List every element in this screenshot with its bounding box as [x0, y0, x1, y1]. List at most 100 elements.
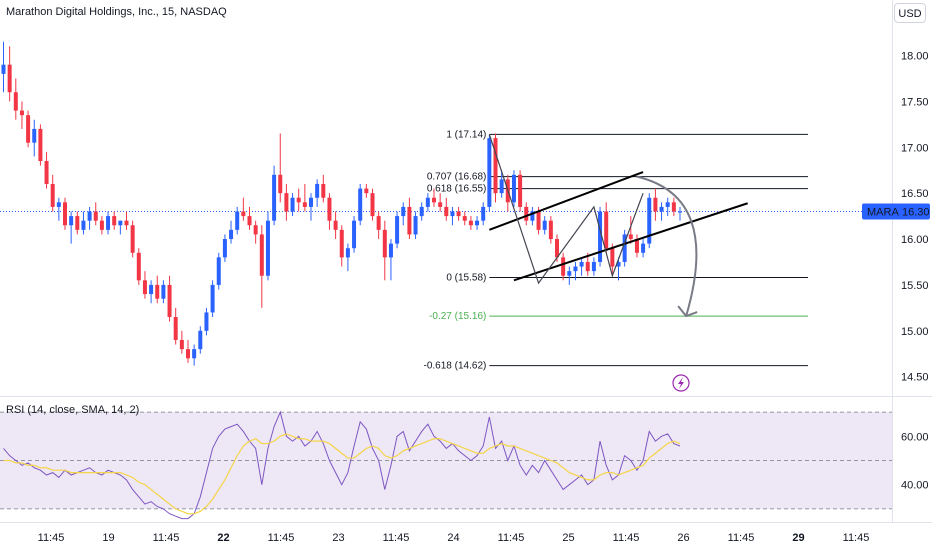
- candle-body: [130, 225, 135, 253]
- candle-body: [26, 115, 31, 143]
- candle-body: [173, 317, 178, 340]
- candle: [419, 202, 424, 221]
- candle-body: [204, 312, 209, 331]
- candle-body: [50, 183, 55, 207]
- candle: [106, 211, 111, 235]
- candle-body: [284, 193, 289, 212]
- price-tick-label: 17.50: [901, 96, 929, 108]
- candle-body: [647, 197, 652, 244]
- candle-body: [247, 216, 252, 226]
- symbol-title[interactable]: Marathon Digital Holdings, Inc., 15, NAS…: [6, 6, 227, 18]
- candle: [222, 234, 227, 262]
- candle: [26, 110, 31, 148]
- current-symbol-label: MARA: [867, 207, 899, 219]
- price-tick-label: 14.50: [901, 372, 929, 384]
- candle-body: [302, 202, 307, 207]
- candle-body: [511, 174, 516, 203]
- candle: [247, 206, 252, 230]
- candle-body: [118, 220, 123, 226]
- candle: [69, 211, 74, 244]
- time-tick-label: 29: [792, 532, 804, 544]
- fibonacci-retracement[interactable]: 1 (17.14) 0.707 (16.68)0.618 (16.55) 0 (15…: [424, 129, 808, 372]
- candle-body: [93, 211, 98, 221]
- time-tick-label: 23: [332, 532, 344, 544]
- lightning-icon[interactable]: [672, 374, 690, 392]
- currency-button[interactable]: USD: [894, 3, 926, 23]
- candle: [444, 197, 449, 221]
- candle: [641, 239, 646, 258]
- candle-body: [142, 280, 147, 295]
- candle-body: [548, 220, 553, 240]
- candle: [567, 266, 572, 285]
- candle: [192, 344, 197, 366]
- price-tick-label: 16.50: [901, 188, 929, 200]
- candle-body: [382, 229, 387, 258]
- candle-body: [167, 284, 172, 318]
- candle: [573, 261, 578, 281]
- candle: [81, 211, 86, 235]
- candlestick-series: [1, 41, 682, 366]
- candle-body: [265, 220, 270, 276]
- time-tick-label: 19: [102, 532, 114, 544]
- candle-body: [19, 110, 24, 116]
- candle-body: [161, 284, 166, 299]
- candle: [450, 206, 455, 226]
- candle: [124, 211, 129, 230]
- candle-body: [481, 206, 486, 221]
- candle-body: [112, 216, 117, 226]
- candle-body: [493, 138, 498, 194]
- price-axis[interactable]: 18.00 17.50 17.00 16.50 16.00 15.50 15.00 14.50…: [862, 51, 930, 384]
- candle: [653, 188, 658, 221]
- candle: [75, 211, 80, 235]
- candle-body: [358, 188, 363, 221]
- candle-body: [555, 239, 559, 258]
- price-tick-label: 17.00: [901, 142, 929, 154]
- time-tick-label: 26: [677, 532, 689, 544]
- candle-body: [216, 257, 221, 285]
- candle: [284, 183, 289, 221]
- candle-body: [1, 64, 6, 74]
- candle: [149, 280, 154, 304]
- candle-body: [278, 174, 283, 194]
- candle-body: [198, 330, 203, 350]
- candle-body: [56, 202, 61, 207]
- candle-body: [210, 284, 215, 313]
- candle: [604, 202, 609, 253]
- time-tick-label: 11:45: [268, 532, 295, 544]
- candle: [511, 170, 516, 207]
- fib-level-label: 0.707 (16.68): [427, 172, 487, 183]
- candle-body: [518, 174, 523, 207]
- candle: [296, 188, 301, 212]
- candle-body: [419, 206, 424, 217]
- time-tick-label: 11:45: [38, 532, 65, 544]
- candle: [413, 211, 418, 240]
- candle: [136, 248, 141, 285]
- drawings-layer[interactable]: [488, 134, 748, 318]
- candle-body: [106, 216, 111, 230]
- candle: [395, 211, 400, 249]
- candle-body: [407, 206, 412, 235]
- candle-body: [628, 234, 633, 240]
- candle: [610, 243, 615, 276]
- candle-body: [456, 211, 461, 217]
- candle: [99, 216, 104, 235]
- candle-body: [345, 248, 350, 258]
- candle: [272, 165, 277, 226]
- candle-body: [339, 229, 344, 258]
- candle: [647, 193, 652, 249]
- candle-body: [87, 211, 92, 221]
- candle-body: [253, 225, 258, 235]
- candle: [167, 275, 172, 322]
- candle: [352, 216, 357, 253]
- price-tick-label: 16.00: [901, 234, 929, 246]
- time-axis[interactable]: 11:45 19 11:45 22 11:45 23 11:45 24 11:45 25 11:45…: [38, 532, 870, 544]
- candle: [44, 151, 49, 189]
- rsi-indicator-label[interactable]: RSI (14, close, SMA, 14, 2): [6, 404, 140, 416]
- candle: [241, 197, 246, 221]
- fib-level-label: -0.618 (14.62): [424, 361, 487, 372]
- zigzag-path: [488, 134, 644, 285]
- fib-level-label: 0.618 (16.55): [427, 184, 487, 195]
- time-tick-label: 11:45: [728, 532, 755, 544]
- candle-body: [186, 349, 190, 359]
